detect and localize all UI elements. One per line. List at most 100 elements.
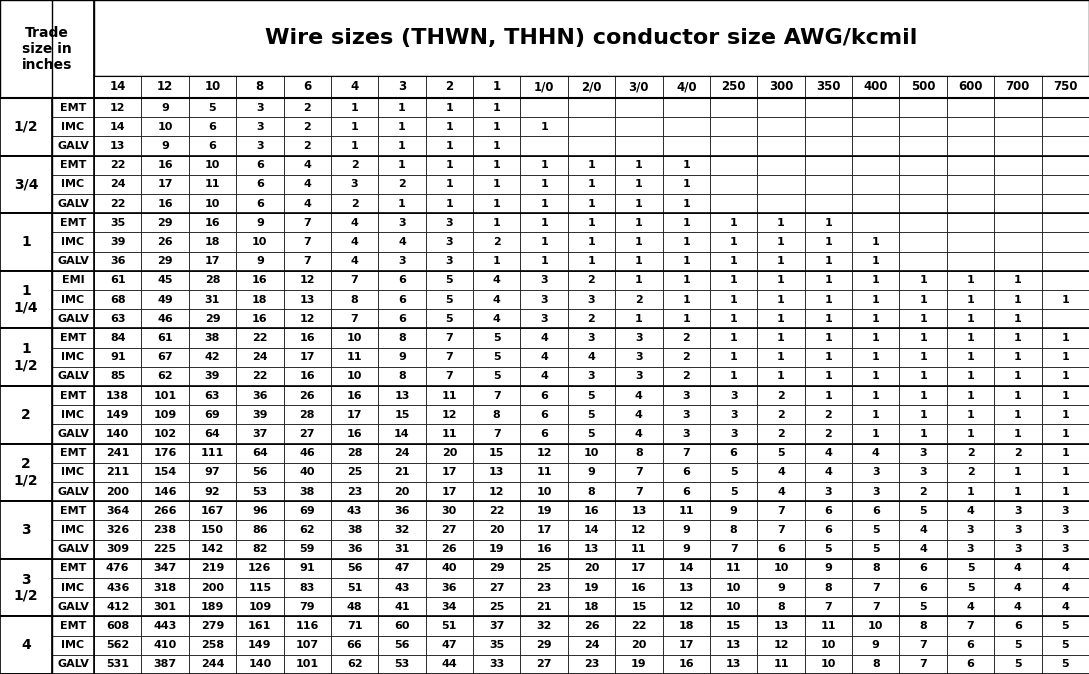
Bar: [900, 348, 946, 367]
Text: 16: 16: [346, 429, 363, 439]
Bar: [188, 251, 236, 271]
Bar: [662, 405, 710, 425]
Bar: [142, 367, 188, 386]
Text: 26: 26: [584, 621, 599, 631]
Text: 20: 20: [442, 448, 457, 458]
Text: 1: 1: [635, 314, 643, 324]
Bar: [946, 290, 994, 309]
Text: 8: 8: [872, 659, 880, 669]
Bar: [0, 617, 52, 674]
Text: 3: 3: [1062, 525, 1069, 535]
Bar: [900, 520, 946, 540]
Bar: [283, 348, 331, 367]
Bar: [331, 271, 378, 290]
Text: 1: 1: [967, 410, 975, 420]
Bar: [331, 520, 378, 540]
Bar: [283, 655, 331, 674]
Bar: [378, 425, 426, 443]
Bar: [521, 578, 567, 597]
Bar: [473, 175, 521, 194]
Text: 10: 10: [347, 371, 363, 381]
Bar: [142, 328, 188, 348]
Bar: [94, 290, 142, 309]
Text: 7: 7: [778, 506, 785, 516]
Bar: [662, 636, 710, 655]
Bar: [710, 117, 757, 136]
Bar: [426, 425, 473, 443]
Text: EMT: EMT: [60, 333, 86, 343]
Text: 1: 1: [493, 122, 501, 132]
Text: 1/0: 1/0: [534, 80, 554, 94]
Text: 4: 4: [1014, 582, 1021, 592]
Bar: [567, 194, 615, 213]
Text: 11: 11: [726, 563, 742, 574]
Bar: [662, 251, 710, 271]
Bar: [757, 76, 805, 98]
Bar: [188, 636, 236, 655]
Bar: [52, 443, 94, 463]
Text: 91: 91: [299, 563, 315, 574]
Bar: [473, 559, 521, 578]
Text: 7: 7: [919, 659, 927, 669]
Text: 1: 1: [399, 160, 406, 171]
Bar: [283, 98, 331, 117]
Text: 4: 4: [588, 353, 596, 362]
Text: 3: 3: [683, 429, 690, 439]
Bar: [142, 233, 188, 251]
Text: 13: 13: [632, 506, 647, 516]
Bar: [188, 597, 236, 617]
Bar: [946, 271, 994, 290]
Bar: [946, 386, 994, 405]
Bar: [142, 520, 188, 540]
Text: 2: 2: [445, 80, 453, 94]
Text: 19: 19: [584, 582, 599, 592]
Text: 2: 2: [967, 467, 975, 477]
Text: 1: 1: [1014, 429, 1021, 439]
Bar: [236, 386, 283, 405]
Text: 7: 7: [635, 467, 643, 477]
Bar: [426, 213, 473, 233]
Text: 10: 10: [726, 582, 742, 592]
Text: 5: 5: [1014, 640, 1021, 650]
Bar: [188, 367, 236, 386]
Bar: [473, 367, 521, 386]
Text: 1: 1: [683, 256, 690, 266]
Bar: [994, 520, 1041, 540]
Bar: [757, 501, 805, 520]
Text: 13: 13: [110, 141, 125, 151]
Bar: [236, 578, 283, 597]
Text: 16: 16: [299, 371, 315, 381]
Text: 6: 6: [303, 80, 311, 94]
Text: 16: 16: [205, 218, 220, 228]
Bar: [236, 76, 283, 98]
Bar: [900, 578, 946, 597]
Text: 8: 8: [730, 525, 737, 535]
Bar: [946, 156, 994, 175]
Text: 1: 1: [635, 218, 643, 228]
Text: 51: 51: [347, 582, 363, 592]
Bar: [852, 271, 900, 290]
Bar: [52, 425, 94, 443]
Text: IMC: IMC: [61, 295, 85, 305]
Bar: [283, 175, 331, 194]
Bar: [52, 559, 94, 578]
Bar: [615, 482, 662, 501]
Bar: [994, 482, 1041, 501]
Text: 22: 22: [110, 199, 125, 208]
Text: 82: 82: [252, 544, 268, 554]
Bar: [900, 156, 946, 175]
Bar: [805, 98, 852, 117]
Text: 44: 44: [441, 659, 457, 669]
Text: 22: 22: [252, 371, 268, 381]
Text: 6: 6: [683, 487, 690, 497]
Text: 46: 46: [299, 448, 315, 458]
Bar: [52, 175, 94, 194]
Bar: [378, 271, 426, 290]
Bar: [946, 328, 994, 348]
Text: 22: 22: [489, 506, 504, 516]
Bar: [283, 328, 331, 348]
Bar: [1041, 482, 1089, 501]
Bar: [852, 328, 900, 348]
Text: 6: 6: [824, 525, 832, 535]
Text: 1: 1: [1014, 371, 1021, 381]
